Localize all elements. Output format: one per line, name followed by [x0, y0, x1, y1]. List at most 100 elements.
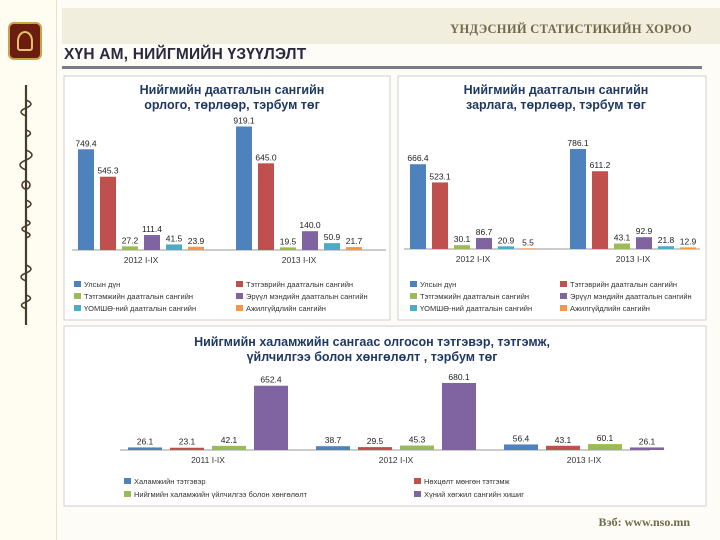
footer-website: Вэб: www.nso.mn — [598, 515, 690, 529]
legend-label: Нөхцөлт мөнгөн тэтгэмж — [424, 477, 510, 486]
bar — [258, 163, 274, 250]
data-label: 26.1 — [137, 436, 154, 446]
legend-swatch — [236, 305, 243, 311]
data-label: 45.3 — [409, 435, 426, 445]
bar — [658, 246, 674, 249]
legend-swatch — [236, 281, 243, 287]
legend-label: Хүний хөгжил сангийн хишиг — [424, 490, 524, 499]
legend-label: Ажилгүйдлийн сангийн — [570, 304, 650, 313]
data-label: 56.4 — [513, 433, 530, 443]
mongolian-script-decoration — [19, 85, 33, 325]
state-emblem-icon — [8, 22, 42, 60]
bar — [570, 148, 586, 249]
category-label: 2013 I-IX — [616, 254, 651, 264]
data-label: 645.0 — [255, 152, 277, 162]
bar — [504, 444, 538, 450]
bar — [128, 447, 162, 450]
data-label: 23.9 — [188, 236, 205, 246]
legend-swatch — [414, 491, 421, 497]
bar — [78, 149, 94, 250]
data-label: 140.0 — [299, 220, 321, 230]
bar — [188, 246, 204, 250]
data-label: 19.5 — [280, 236, 297, 246]
bar — [358, 447, 392, 450]
bar — [400, 445, 434, 450]
chart-title-line: Нийгмийн даатгалын сангийн — [140, 83, 325, 97]
legend-swatch — [560, 305, 567, 311]
left-decorative-strip — [0, 0, 57, 540]
legend-label: Улсын дүн — [84, 280, 120, 289]
data-label: 29.5 — [367, 436, 384, 446]
legend-label: ҮОМШӨ-ний даатгалын сангийн — [420, 304, 532, 313]
data-label: 41.5 — [166, 233, 183, 243]
data-label: 111.4 — [142, 224, 162, 234]
data-label: 21.7 — [346, 236, 363, 246]
panel-welfare — [63, 325, 707, 507]
bar — [680, 247, 696, 249]
bar — [316, 446, 350, 450]
chart-title-line: Нийгмийн халамжийн сангаас олгосон тэтгэ… — [194, 335, 550, 349]
data-label: 749.4 — [75, 138, 97, 148]
data-label: 38.7 — [325, 435, 342, 445]
bar — [410, 164, 426, 249]
category-label: 2013 I-IX — [567, 455, 602, 465]
data-label: 43.1 — [614, 233, 631, 243]
bar — [630, 447, 664, 450]
bar — [442, 382, 476, 450]
category-label: 2011 I-IX — [191, 455, 225, 465]
bar — [236, 126, 252, 250]
legend-swatch — [236, 293, 243, 299]
legend-label: Ажилгүйдлийн сангийн — [246, 304, 326, 313]
legend-swatch — [410, 281, 417, 287]
data-label: 919.1 — [233, 115, 255, 125]
panel-income — [63, 75, 391, 321]
bar — [498, 246, 514, 249]
data-label: 42.1 — [221, 435, 238, 445]
legend-label: Тэтгэмжийн даатгалын сангийн — [84, 292, 193, 301]
legend-swatch — [410, 305, 417, 311]
data-label: 611.2 — [590, 160, 611, 170]
chart-title-line: зарлага, төрлөөр, тэрбум төг — [466, 98, 646, 112]
data-label: 26.1 — [639, 436, 656, 446]
bar — [166, 244, 182, 250]
bar — [324, 243, 340, 250]
bar — [100, 176, 116, 250]
category-label: 2012 I-IX — [124, 255, 159, 265]
legend-label: Улсын дүн — [420, 280, 456, 289]
data-label: 60.1 — [597, 433, 614, 443]
bar — [592, 171, 608, 249]
legend-label: ҮОМШӨ-ний даатгалын сангийн — [84, 304, 196, 313]
bar — [476, 237, 492, 249]
legend-label: Тэтгэмжийн даатгалын сангийн — [420, 292, 529, 301]
chart-title-line: орлого, төрлөөр, тэрбум төг — [144, 98, 320, 112]
bar — [212, 445, 246, 450]
org-title: ҮНДЭСНИЙ СТАТИСТИКИЙН ХОРОО — [450, 22, 692, 36]
data-label: 652.4 — [260, 375, 282, 385]
bar — [122, 246, 138, 250]
data-label: 545.3 — [97, 166, 119, 176]
data-label: 5.5 — [522, 237, 534, 247]
bar — [144, 235, 160, 250]
bar — [432, 182, 448, 249]
data-label: 27.2 — [122, 235, 139, 245]
data-label: 21.8 — [658, 235, 675, 245]
legend-swatch — [74, 281, 81, 287]
bar — [636, 237, 652, 249]
data-label: 12.9 — [680, 236, 697, 246]
bar — [254, 385, 288, 450]
data-label: 680.1 — [448, 372, 470, 382]
legend-label: Эрүүл мэндийн даатгалын сангийн — [246, 292, 368, 301]
legend-swatch — [74, 305, 81, 311]
chart-title-line: үйлчилгээ болон хөнгөлөлт , тэрбум төг — [247, 350, 498, 364]
data-label: 30.1 — [454, 234, 471, 244]
legend-label: Тэтгэврийн даатгалын сангийн — [246, 280, 353, 289]
legend-swatch — [124, 491, 131, 497]
title-divider — [62, 66, 702, 69]
page-title: ХҮН АМ, НИЙГМИЙН ҮЗҮҮЛЭЛТ — [64, 46, 307, 63]
category-label: 2012 I-IX — [456, 254, 491, 264]
legend-label: Тэтгэврийн даатгалын сангийн — [570, 280, 677, 289]
bar — [346, 247, 362, 250]
header-bar — [62, 8, 720, 44]
category-label: 2013 I-IX — [282, 255, 317, 265]
